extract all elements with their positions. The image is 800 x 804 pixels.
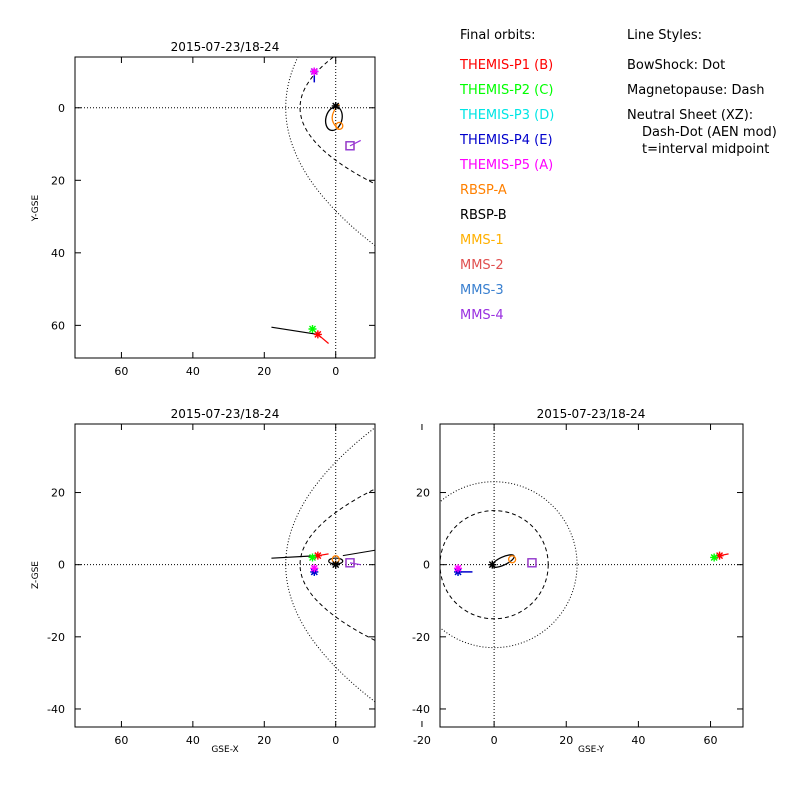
legend-item-themis-p2-c: THEMIS-P2 (C) [459, 83, 553, 98]
panel-xy-xtick-label: 20 [257, 365, 271, 378]
panel-xy-ytick-label: 0 [58, 102, 65, 115]
panel-yz-marker-themis-p1-b [715, 551, 724, 560]
legend-item-rbsp-a: RBSP-A [460, 183, 507, 198]
panel-xz-marker-themis-p1-b [313, 551, 322, 560]
legend-item-mms-3: MMS-3 [460, 283, 504, 298]
panel-xy-ylabel: Y-GSE [31, 195, 41, 223]
panel-yz-xtick-label: 60 [704, 734, 718, 747]
panel-yz-marker-mms-2 [527, 558, 537, 568]
panel-yz-ytick-label: -20 [412, 631, 430, 644]
legend-item-themis-p1-b: THEMIS-P1 (B) [459, 58, 553, 73]
panel-xz-ytick-label: -40 [47, 703, 65, 716]
panel-yz-marker-rbsp-a [507, 555, 517, 564]
panel-xz-ylabel: Z-GSE [31, 561, 41, 589]
line-style-time-note: t=interval midpoint [642, 142, 769, 157]
panel-xy-ytick-label: 60 [51, 319, 65, 332]
panel-xz-xtick-label: 60 [114, 734, 128, 747]
legend: Final orbits: THEMIS-P1 (B) THEMIS-P2 (C)… [459, 28, 554, 323]
panel-yz-xtick-label: 20 [559, 734, 573, 747]
panel-xy-ytick-label: 40 [51, 247, 65, 260]
panel-yz-frame [439, 423, 744, 728]
panel-xy-marker-themis-p2-c [308, 324, 317, 333]
panel-xy: 2015-07-23/18-24 Y-GSE 60 40 20 0 0 20 40 60 [31, 40, 376, 378]
panel-xz-neutral-sheet [342, 549, 375, 557]
line-style-bowshock: BowShock: Dot [627, 58, 725, 73]
panel-yz-xtick-label: -20 [413, 734, 431, 747]
panel-xy-marker-rbsp-b [331, 101, 340, 110]
line-style-neutral-sheet: Neutral Sheet (XZ): [627, 108, 753, 123]
panel-xz-ytick-label: 0 [58, 559, 65, 572]
panel-xz-xlabel: GSE-X [211, 745, 238, 755]
panel-yz-xtick-label: 40 [631, 734, 645, 747]
panel-xz-title: 2015-07-23/18-24 [171, 407, 280, 421]
line-style-neutral-sheet-detail: Dash-Dot (AEN mod) [642, 125, 777, 140]
panel-xy-marker-themis-p1-b [313, 330, 322, 339]
line-style-magnetopause: Magnetopause: Dash [627, 83, 764, 98]
legend-item-themis-p4-e: THEMIS-P4 (E) [459, 133, 553, 148]
panel-xz-themis-orbit-black [271, 555, 318, 559]
panel-xy-marker-mms-4 [345, 141, 355, 151]
legend-heading: Final orbits: [460, 28, 536, 43]
panel-yz-ytick-label: -40 [412, 703, 430, 716]
legend-item-themis-p3-d: THEMIS-P3 (D) [459, 108, 554, 123]
legend-item-mms-4: MMS-4 [460, 308, 504, 323]
panel-xy-marker-rbsp-a [335, 121, 344, 131]
panel-yz-marker-mms-1 [527, 558, 537, 568]
panel-yz-marker-mms-3 [527, 558, 537, 568]
panel-xz-mms-orbit [349, 562, 361, 566]
line-styles-heading: Line Styles: [627, 28, 702, 43]
panel-xy-title: 2015-07-23/18-24 [171, 40, 280, 54]
panel-yz-xtick-label: 0 [491, 734, 498, 747]
legend-item-mms-2: MMS-2 [460, 258, 504, 273]
panel-xy-xtick-label: 40 [186, 365, 200, 378]
panel-xz-ytick-label: 20 [51, 487, 65, 500]
panel-yz-marker-themis-p5-a [454, 564, 463, 573]
panel-yz-marker-rbsp-b [488, 560, 497, 569]
panel-xy-themis-orbit-black [271, 326, 318, 336]
panel-xz-xtick-label: 0 [332, 734, 339, 747]
panel-yz-ytick-label: 0 [423, 559, 430, 572]
panel-yz: 2015-07-23/18-24 GSE-Y -20 0 20 40 60 20 0 -20 -… [412, 407, 744, 755]
panel-xz-ytick-label: -20 [47, 631, 65, 644]
panel-xz-frame [74, 423, 376, 728]
panel-yz-bowshock [440, 481, 578, 649]
line-styles-note: Line Styles: BowShock: Dot Magnetopause:… [627, 28, 777, 157]
panel-xz: 2015-07-23/18-24 GSE-X Z-GSE 60 40 20 0 20 0 -… [31, 407, 376, 755]
panel-xy-frame [74, 56, 376, 359]
panel-xz-marker-themis-p5-a [310, 564, 319, 573]
legend-item-themis-p5-a: THEMIS-P5 (A) [459, 158, 553, 173]
panel-xz-marker-themis-p2-c [308, 553, 317, 562]
panel-yz-ytick-label: 20 [416, 487, 430, 500]
legend-item-mms-1: MMS-1 [460, 233, 504, 248]
panel-xz-marker-rbsp-b [331, 560, 340, 569]
legend-item-rbsp-b: RBSP-B [460, 208, 507, 223]
panel-xy-xtick-label: 0 [332, 365, 339, 378]
panel-yz-title: 2015-07-23/18-24 [537, 407, 646, 421]
panel-xy-mms-orbit [349, 139, 361, 147]
panel-xy-ytick-label: 20 [51, 174, 65, 187]
panel-xy-bowshock [285, 57, 375, 246]
panel-yz-marker-themis-p2-c [710, 553, 719, 562]
panel-xy-marker-themis-p5-a [310, 67, 319, 76]
panel-yz-marker-mms-4 [527, 558, 537, 568]
panel-yz-xlabel: GSE-Y [578, 745, 605, 755]
panel-xz-marker-mms-4 [345, 558, 355, 568]
panel-xz-xtick-label: 20 [257, 734, 271, 747]
panel-yz-magnetopause [440, 510, 549, 620]
panel-xz-xtick-label: 40 [186, 734, 200, 747]
panel-xy-xtick-label: 60 [114, 365, 128, 378]
